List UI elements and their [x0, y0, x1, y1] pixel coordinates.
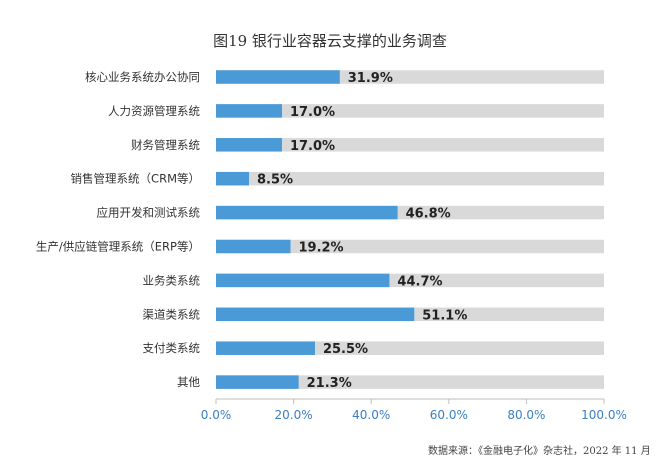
bar-track [216, 239, 604, 254]
bar-tracks [216, 70, 604, 389]
value-label: 8.5% [257, 173, 293, 188]
x-tick-label: 60.0% [430, 408, 468, 422]
bar-track [216, 375, 604, 389]
x-tick-label: 80.0% [507, 408, 545, 422]
value-label: 31.9% [348, 71, 393, 86]
bar [216, 104, 282, 118]
bar [216, 307, 415, 322]
bar [216, 375, 299, 389]
bar-track [216, 104, 604, 118]
value-label: 44.7% [397, 274, 442, 289]
bar [216, 205, 398, 220]
bar-track [216, 138, 604, 152]
source-note: 数据来源：《金融电子化》杂志社，2022 年 11 月 [428, 446, 651, 457]
category-label: 业务类系统 [143, 273, 201, 287]
value-label: 17.0% [290, 139, 335, 154]
chart-title: 图19 银行业容器云支撑的业务调查 [213, 32, 447, 50]
bar [216, 171, 249, 186]
value-label: 19.2% [298, 241, 343, 256]
x-tick-label: 40.0% [352, 408, 390, 422]
value-label: 25.5% [323, 342, 368, 357]
bar [216, 138, 282, 152]
value-labels: 31.9% 17.0% 17.0% 8.5% 46.8% 19.2% 44.7% 51.1% 2… [257, 71, 467, 391]
category-label: 其他 [177, 375, 200, 389]
category-label: 渠道类系统 [143, 307, 201, 321]
x-axis: 0.0% 20.0% 40.0% 60.0% 80.0% 100.0% [201, 398, 627, 422]
category-label: 人力资源管理系统 [108, 104, 200, 118]
x-tick-label: 0.0% [201, 408, 232, 422]
category-label: 核心业务系统办公协同 [85, 70, 200, 84]
category-label: 支付类系统 [143, 341, 201, 355]
bars [216, 70, 415, 389]
category-label: 应用开发和测试系统 [97, 206, 201, 220]
bar [216, 273, 390, 288]
value-label: 46.8% [406, 207, 451, 222]
value-label: 51.1% [422, 308, 467, 323]
bar [216, 70, 340, 84]
bar-track [216, 171, 604, 186]
bar [216, 239, 291, 254]
x-tick-label: 20.0% [275, 408, 313, 422]
x-tick-label: 100.0% [581, 408, 627, 422]
value-label: 17.0% [290, 105, 335, 120]
value-label: 21.3% [307, 376, 352, 391]
bar [216, 341, 315, 355]
category-label: 生产/供应链管理系统（ERP等） [36, 240, 200, 254]
category-label: 财务管理系统 [131, 138, 200, 152]
category-label: 销售管理系统（CRM等） [71, 172, 200, 186]
